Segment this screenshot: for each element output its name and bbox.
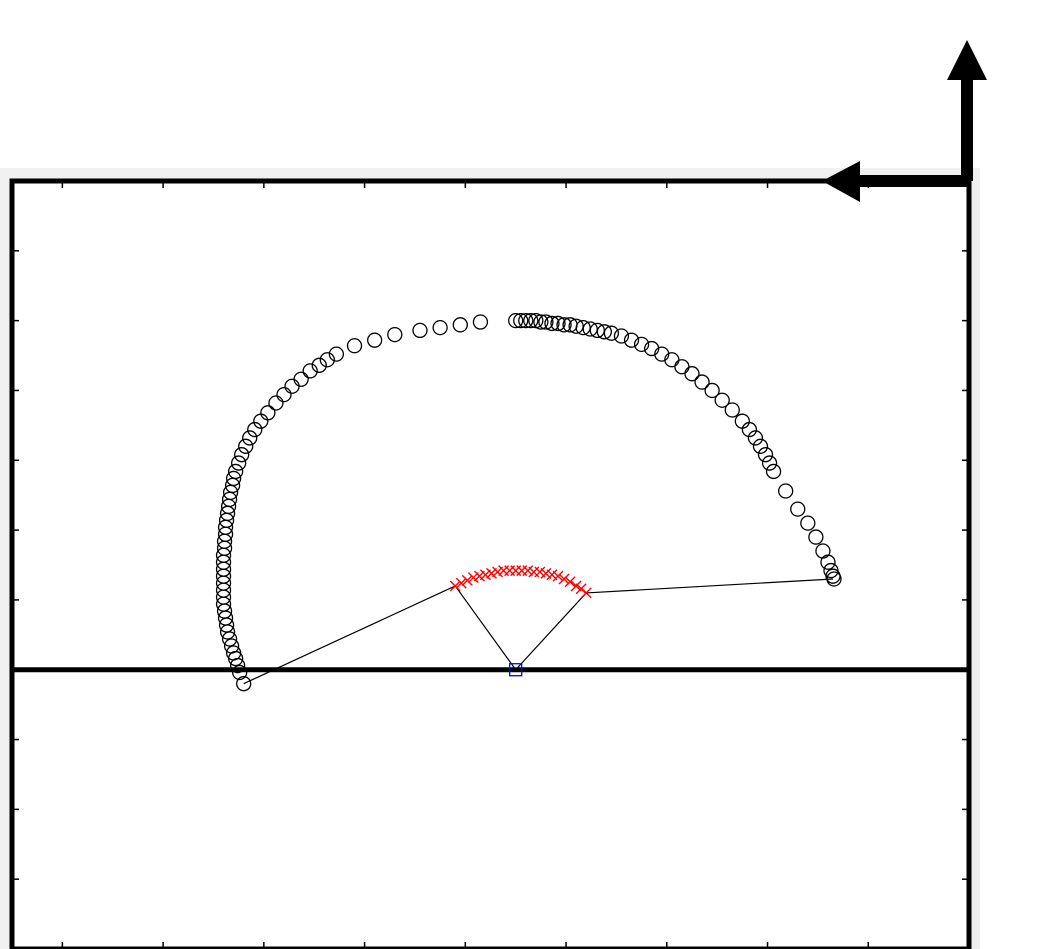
pivot-group — [509, 663, 523, 677]
circle-point — [367, 332, 383, 348]
circle-point — [741, 421, 758, 438]
circle-point — [623, 332, 640, 348]
circle-point — [268, 395, 284, 411]
circle-point — [603, 325, 620, 341]
circle-point — [533, 314, 549, 330]
crank-path-points — [449, 565, 592, 599]
circle-point — [319, 352, 335, 368]
circle-point — [761, 455, 778, 471]
cross-stroke — [461, 574, 473, 586]
circle-point — [238, 438, 254, 454]
circle-point — [523, 312, 539, 329]
cross-stroke — [546, 569, 558, 581]
cross-point — [558, 573, 570, 585]
cross-stroke — [522, 565, 534, 577]
cross-stroke — [558, 573, 570, 585]
cross-stroke — [570, 580, 582, 592]
circle-point — [752, 438, 769, 454]
circle-point — [223, 638, 240, 654]
circle-point — [231, 455, 247, 471]
circle-point — [538, 314, 554, 330]
cross-stroke — [540, 567, 552, 579]
cross-point — [564, 576, 576, 588]
circle-point — [242, 430, 258, 446]
circle-point — [714, 392, 730, 408]
link-segment — [586, 578, 834, 594]
cross-stroke — [455, 577, 467, 589]
plot-area — [12, 181, 969, 949]
circle-point — [232, 664, 248, 681]
cross-stroke — [552, 570, 564, 582]
circle-point — [724, 402, 740, 418]
circle-point — [820, 554, 836, 570]
circle-point — [234, 447, 250, 463]
circle-point — [556, 317, 572, 333]
circle-point — [260, 405, 276, 421]
link-segment — [243, 585, 456, 685]
cross-point — [570, 580, 582, 592]
circle-point — [293, 371, 309, 387]
circle-point — [412, 322, 428, 339]
circle-point — [236, 676, 252, 692]
circle-point — [432, 319, 448, 336]
circle-point — [518, 312, 534, 329]
cross-stroke — [534, 566, 546, 578]
up-arrow-icon — [947, 40, 987, 181]
circle-point — [684, 366, 700, 382]
circle-point — [633, 336, 650, 353]
circle-point — [513, 312, 529, 329]
circle-point — [800, 515, 816, 531]
cross-stroke — [564, 576, 576, 588]
circle-point — [472, 314, 489, 330]
circle-point — [276, 386, 292, 403]
circle-point — [311, 357, 327, 373]
circle-point — [790, 501, 806, 517]
circle-point — [778, 483, 794, 499]
circle-point — [826, 571, 842, 587]
circle-point — [225, 645, 242, 661]
circle-point — [596, 324, 612, 340]
axes-frame — [9, 178, 972, 949]
circle-point — [757, 447, 774, 463]
circle-point — [247, 421, 263, 438]
coupler-curve-points — [215, 312, 842, 692]
cross-stroke — [580, 587, 592, 599]
circle-point — [765, 463, 782, 480]
circle-point — [225, 470, 242, 487]
link-segment — [515, 592, 587, 671]
circle-point — [328, 346, 345, 362]
cross-point — [552, 570, 564, 582]
circle-point — [544, 315, 560, 332]
circle-point — [387, 326, 403, 343]
circle-point — [346, 338, 363, 354]
cross-point — [449, 580, 461, 592]
cross-point — [461, 574, 473, 586]
left-arrow-icon — [822, 161, 967, 202]
linkage — [243, 578, 834, 685]
cross-stroke — [449, 580, 461, 592]
circle-point — [302, 363, 318, 379]
circle-point — [747, 430, 764, 446]
circle-point — [694, 374, 710, 390]
circle-point — [452, 317, 468, 333]
circle-point — [704, 382, 720, 399]
cross-point — [580, 587, 592, 599]
cross-point — [455, 577, 467, 589]
circle-point — [508, 312, 524, 329]
link-segment — [454, 585, 517, 671]
circle-point — [808, 529, 824, 545]
circle-point — [550, 315, 566, 332]
pivot-marker — [509, 663, 523, 677]
circle-point — [613, 328, 630, 344]
circle-point — [227, 463, 244, 480]
